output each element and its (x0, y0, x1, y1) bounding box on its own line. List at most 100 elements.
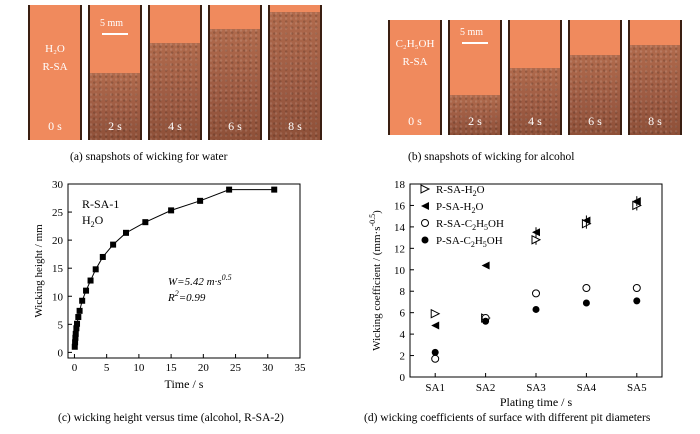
wicking-fill (570, 54, 620, 135)
data-point (87, 277, 94, 284)
data-point (76, 307, 83, 314)
data-point (582, 299, 590, 307)
y-tick-label: 0 (400, 372, 406, 384)
y-tick-label: 20 (52, 235, 64, 247)
y-tick-label: 4 (400, 329, 406, 341)
data-point (532, 305, 540, 313)
data-point (226, 186, 233, 193)
legend-sub2: 5 (483, 240, 487, 249)
y-axis-label: Wicking coefficient / (mm·s-0.5) (368, 210, 383, 351)
x-tick-label: 5 (104, 362, 110, 374)
snapshot-time: 8 s (648, 114, 662, 128)
legend-tail: O (477, 184, 485, 196)
data-point (632, 197, 641, 206)
snapshot-time: 6 s (588, 114, 602, 128)
fit-equation-main: W=5.42 m·s (168, 276, 222, 288)
x-tick-label: SA3 (526, 382, 546, 394)
legend-tail: H (476, 218, 484, 230)
wicking-fill (510, 68, 560, 135)
data-point (123, 229, 129, 236)
snapshot-strip-water: 0 s H₂O R-SA 2 s 5 mm 4 s 6 s 8 s (28, 5, 322, 140)
legend-name: P-SA-H (436, 201, 472, 213)
data-point (421, 219, 429, 227)
legend-tail2: OH (487, 235, 503, 247)
sample-label: R-SA (42, 61, 68, 73)
legend-tail: H (475, 235, 483, 247)
y-tick-label: 0 (58, 347, 64, 359)
snapshot-tube: 4 s (148, 5, 202, 140)
data-point (75, 314, 82, 321)
chart-wicking-coefficients: SA1 SA2 SA3 SA4 SA5 0 2 4 6 8 10 12 14 16 18 Plating ti… (368, 179, 663, 409)
fit-equation-exp: 0.5 (222, 273, 232, 282)
data-point (99, 253, 106, 260)
data-point (421, 202, 429, 210)
data-point (420, 184, 431, 194)
data-point (92, 266, 99, 273)
snapshot-tube: 2 s 5 mm (88, 5, 142, 140)
fit-r2-exp: 2 (175, 289, 179, 298)
x-tick-label: 15 (166, 362, 178, 374)
caption-b: (b) snapshots of wicking for alcohol (408, 151, 575, 163)
y-axis-label-exp: -0.5 (368, 214, 377, 227)
data-point (532, 289, 540, 298)
caption-c: (c) wicking height versus time (alcohol,… (58, 412, 284, 424)
legend-label: P-SA-C2H5OH (436, 235, 503, 249)
x-axis-label: Time / s (165, 377, 204, 391)
data-point (72, 334, 79, 341)
y-tick-label: 18 (394, 179, 406, 191)
subscript: 2 (91, 220, 95, 229)
snapshot-tube: 8 s (268, 5, 322, 140)
x-tick-label: 35 (295, 362, 307, 374)
legend-sub: 2 (472, 223, 476, 232)
data-point (74, 320, 81, 327)
data-point (72, 330, 79, 337)
scale-label: 5 mm (460, 27, 484, 38)
data-point (431, 321, 440, 330)
liquid-label: H₂O (45, 43, 65, 55)
y-tick-label: 14 (394, 222, 406, 234)
data-point (271, 186, 278, 193)
snapshot-time: 2 s (468, 114, 482, 128)
data-point (430, 308, 441, 319)
snapshot-tube: 0 s H₂O R-SA (28, 5, 82, 140)
y-tick-label: 15 (52, 263, 64, 275)
x-axis-label: Plating time / s (500, 395, 573, 409)
y-tick-label: 2 (400, 351, 406, 363)
data-point (481, 261, 490, 270)
data-point (110, 241, 117, 248)
snapshot-tube: 2 s 5 mm (448, 20, 502, 135)
caption-d: (d) wicking coefficients of surface with… (364, 412, 651, 424)
formula-tail: O (95, 213, 104, 227)
y-tick-label: 10 (394, 265, 406, 277)
data-point (142, 219, 149, 226)
snapshot-time: 8 s (288, 119, 302, 133)
x-tick-label: 0 (72, 362, 78, 374)
snapshot-tube: 0 s C₂H₅OH R-SA (388, 20, 442, 135)
y-tick-label: 5 (58, 319, 64, 331)
chart-wicking-height: 0 5 10 15 20 25 30 35 0 5 10 15 20 25 30 Time / s Wickin… (33, 179, 307, 391)
y-axis-label-main: Wicking coefficient / (mm·s (371, 227, 383, 351)
data-point (168, 207, 175, 214)
legend-name: P-SA-C (436, 235, 471, 247)
x-tick-label: SA4 (577, 382, 597, 394)
snapshot-tube: 6 s (568, 20, 622, 135)
data-point (431, 348, 439, 356)
data-point (582, 284, 591, 293)
data-point (71, 343, 78, 350)
liquid-label: C₂H₅OH (395, 38, 435, 50)
wicking-fill (150, 42, 200, 140)
fit-r2-symbol: R (167, 292, 175, 304)
data-point (197, 197, 204, 204)
sample-label: R-SA (402, 56, 428, 68)
data-point (531, 234, 542, 245)
scale-label: 5 mm (100, 18, 124, 29)
panel-b: 0 s C₂H₅OH R-SA 2 s 5 mm 4 s 6 s 8 s (b) snapsh… (380, 0, 700, 175)
legend-tail2: OH (488, 218, 504, 230)
legend-sub: 2 (473, 189, 477, 198)
scale-bar (462, 42, 488, 44)
snapshot-tube: 4 s (508, 20, 562, 135)
data-point (73, 325, 80, 332)
caption-a: (a) snapshots of wicking for water (70, 151, 228, 163)
snapshot-time: 6 s (228, 119, 242, 133)
snapshot-time: 0 s (408, 114, 422, 128)
